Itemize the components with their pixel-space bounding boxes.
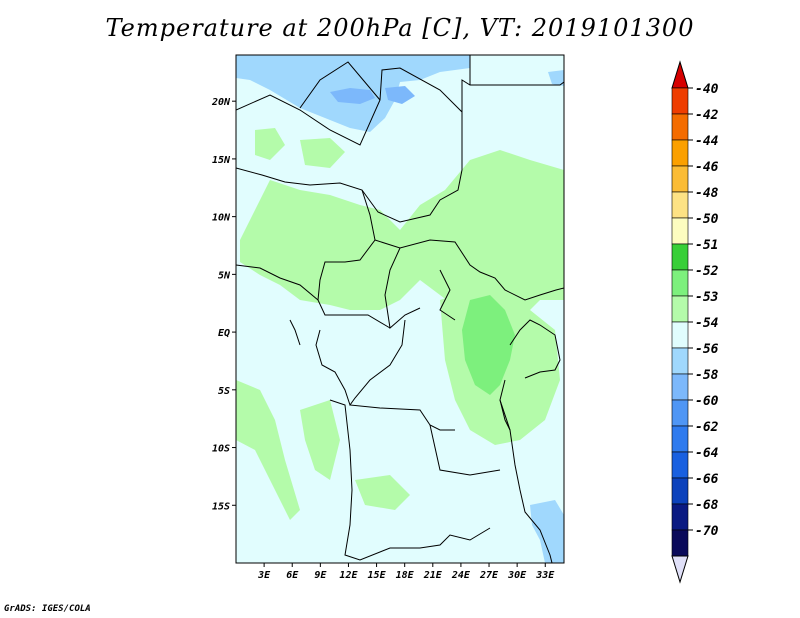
x-tick-label: 3E — [257, 570, 271, 581]
y-tick-label: EQ — [218, 328, 230, 339]
temperature-fields — [236, 55, 564, 563]
contour-region-53-south-band — [300, 400, 340, 480]
colorbar-bottom-triangle — [671, 555, 689, 584]
colorbar-swatch — [671, 529, 689, 557]
colorbar-swatch — [671, 399, 689, 427]
colorbar-swatch — [671, 451, 689, 479]
colorbar-swatch — [671, 295, 689, 323]
colorbar-swatch — [671, 477, 689, 505]
contour-region-53-sahel — [240, 150, 564, 330]
colorbar-swatch — [671, 191, 689, 219]
colorbar-label: -44 — [695, 134, 719, 149]
x-tick-label: 33E — [535, 570, 555, 581]
y-tick-label: 5S — [218, 386, 230, 397]
colorbar-swatch — [671, 373, 689, 401]
colorbar-swatch — [671, 87, 689, 115]
contour-region-53-south-patch — [355, 475, 410, 510]
colorbar-label: -40 — [695, 82, 719, 97]
contour-region-56-ne — [548, 70, 564, 86]
x-tick-label: 27E — [479, 570, 499, 581]
map-frame — [235, 54, 565, 564]
footer-credit: GrADS: IGES/COLA — [4, 604, 91, 614]
colorbar-swatch — [671, 503, 689, 531]
colorbar-label: -66 — [695, 472, 719, 487]
y-tick-label: 10N — [212, 213, 231, 224]
y-tick-label: 15N — [212, 155, 231, 166]
y-tick-label: 10S — [212, 444, 230, 455]
colorbar: -40 -42 -44 -46 -48 -50 -51 -52 -53 -54 -56 -58 -60 -… — [671, 60, 719, 584]
x-tick-label: 6E — [286, 570, 299, 581]
y-tick-label: 20N — [211, 97, 231, 108]
colorbar-swatch — [671, 347, 689, 375]
colorbar-label: -58 — [695, 368, 719, 383]
x-tick-label: 15E — [368, 570, 387, 581]
x-tick-label: 24E — [451, 570, 471, 581]
colorbar-label: -54 — [695, 316, 719, 331]
colorbar-label: -42 — [695, 108, 719, 123]
colorbar-swatch — [671, 269, 689, 297]
colorbar-swatch — [671, 321, 689, 349]
colorbar-label: -52 — [695, 264, 719, 279]
contour-region-53-north-patch-2 — [300, 138, 345, 168]
axis-ticks: 3E 6E 9E 12E 15E 18E 21E 24E 27E 30E 33E 20N 15N 10N 5… — [211, 97, 555, 581]
colorbar-label: -56 — [695, 342, 719, 357]
colorbar-label: -60 — [695, 394, 719, 409]
colorbar-swatch — [671, 139, 689, 167]
x-tick-label: 9E — [314, 570, 327, 581]
colorbar-swatch — [671, 243, 689, 271]
contour-region-58-north — [330, 88, 375, 104]
map-panel — [235, 54, 565, 564]
colorbar-label: -64 — [695, 446, 719, 461]
colorbar-swatch — [671, 113, 689, 141]
country-borders — [236, 55, 564, 563]
colorbar-label: -50 — [695, 212, 719, 227]
contour-region-53-west-coast — [236, 380, 300, 520]
colorbar-label: -62 — [695, 420, 719, 435]
x-tick-label: 21E — [423, 570, 443, 581]
contour-region-52-core — [462, 295, 515, 395]
colorbar-swatch — [671, 217, 689, 245]
map-title: Temperature at 200hPa [C], VT: 201910130… — [105, 14, 695, 42]
colorbar-top-triangle — [671, 60, 689, 89]
colorbar-label: -70 — [695, 524, 719, 539]
y-tick-label: 15S — [212, 501, 230, 512]
x-tick-label: 12E — [339, 570, 358, 581]
colorbar-label: -46 — [695, 160, 719, 175]
contour-region-56-se — [530, 500, 564, 563]
x-tick-label: 30E — [507, 570, 527, 581]
colorbar-label: -53 — [695, 290, 719, 305]
colorbar-label: -68 — [695, 498, 719, 513]
x-tick-label: 18E — [396, 570, 415, 581]
contour-region-58-north-2 — [385, 86, 415, 104]
y-tick-label: 5N — [218, 270, 231, 281]
contour-region-53-north-patch — [255, 128, 285, 160]
colorbar-swatch — [671, 425, 689, 453]
colorbar-label: -48 — [695, 186, 719, 201]
colorbar-swatch — [671, 165, 689, 193]
colorbar-label: -51 — [695, 238, 718, 253]
